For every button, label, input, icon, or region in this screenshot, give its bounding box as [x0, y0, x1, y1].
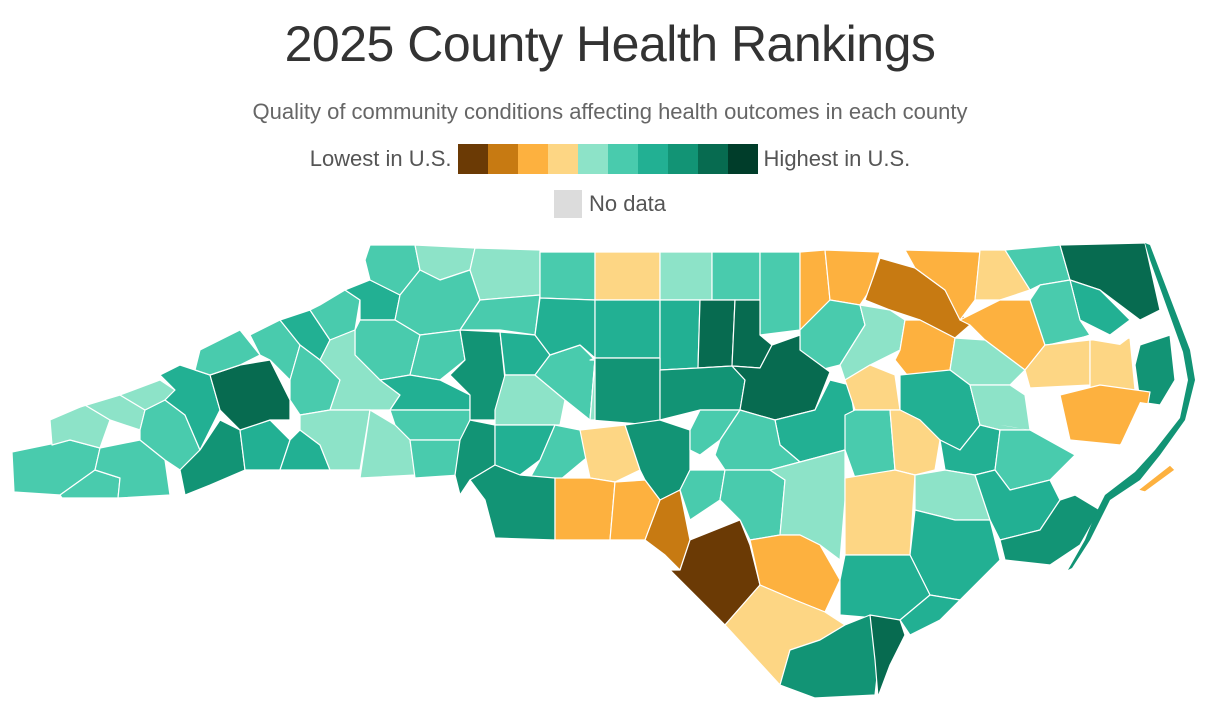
legend-swatch [697, 144, 728, 174]
county[interactable] [769, 449, 846, 561]
county[interactable] [1137, 464, 1176, 493]
legend-swatch [637, 144, 668, 174]
color-legend: Lowest in U.S. Highest in U.S. [0, 144, 1220, 174]
county[interactable] [589, 357, 661, 425]
county[interactable] [469, 247, 541, 301]
county[interactable] [594, 251, 661, 301]
county[interactable] [659, 299, 701, 371]
north-carolina-county-map [11, 242, 1195, 699]
county[interactable] [494, 424, 556, 476]
chart-subtitle: Quality of community conditions affectin… [252, 99, 968, 124]
county[interactable] [1089, 337, 1136, 391]
county[interactable] [554, 477, 616, 541]
county[interactable] [844, 409, 896, 479]
county[interactable] [711, 251, 761, 301]
county[interactable] [409, 329, 466, 381]
no-data-legend: No data [0, 190, 1220, 218]
legend-swatch [727, 144, 758, 174]
county[interactable] [844, 469, 916, 556]
no-data-label: No data [588, 191, 667, 216]
no-data-swatch [553, 190, 582, 218]
county[interactable] [659, 251, 713, 301]
county[interactable] [299, 409, 371, 471]
county[interactable] [824, 249, 881, 306]
legend-swatches [457, 144, 758, 174]
county[interactable] [194, 329, 261, 376]
legend-swatch [457, 144, 488, 174]
chart-title: 2025 County Health Rankings [284, 16, 936, 72]
county[interactable] [539, 251, 596, 301]
county[interactable] [759, 251, 801, 336]
legend-swatch [517, 144, 548, 174]
county[interactable] [899, 594, 961, 636]
legend-low-label: Lowest in U.S. [309, 146, 452, 171]
county[interactable] [589, 357, 596, 421]
legend-swatch [577, 144, 608, 174]
legend-swatch [487, 144, 518, 174]
county[interactable] [679, 469, 726, 521]
county[interactable] [594, 299, 661, 359]
legend-swatch [607, 144, 638, 174]
legend-swatch [547, 144, 578, 174]
county[interactable] [94, 439, 171, 499]
county[interactable] [697, 299, 736, 369]
legend-high-label: Highest in U.S. [763, 146, 911, 171]
legend-swatch [667, 144, 698, 174]
county[interactable] [731, 334, 831, 421]
county[interactable] [969, 384, 1031, 431]
